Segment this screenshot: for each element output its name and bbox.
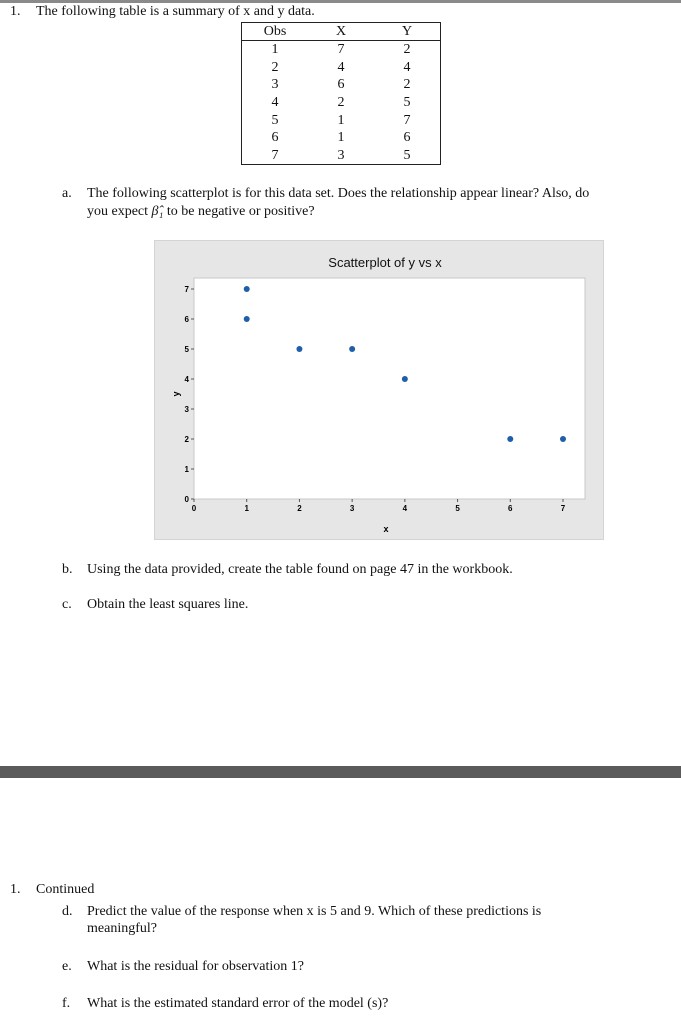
x-tick-label: 6 xyxy=(508,504,513,513)
cell-x: 2 xyxy=(337,95,345,111)
y-tick-label: 0 xyxy=(185,495,190,504)
question-text: The following scatterplot is for this da… xyxy=(87,186,590,201)
table-row: 2 4 4 xyxy=(242,59,441,77)
question-text: you expect β̂₁ to be negative or positiv… xyxy=(87,204,315,220)
data-point xyxy=(296,346,303,352)
question-text: The following table is a summary of x an… xyxy=(36,4,315,19)
top-rule xyxy=(0,0,681,3)
cell-y: 2 xyxy=(403,42,411,58)
cell-y: 7 xyxy=(403,112,411,128)
question-label: c. xyxy=(62,597,72,612)
y-tick-label: 5 xyxy=(185,345,190,354)
y-tick-label: 6 xyxy=(185,315,190,324)
cell-obs: 2 xyxy=(271,59,279,75)
question-label: a. xyxy=(62,186,72,201)
x-tick-label: 1 xyxy=(244,504,249,513)
y-tick-label: 2 xyxy=(185,435,190,444)
question-text: What is the estimated standard error of … xyxy=(87,996,389,1011)
x-tick-label: 4 xyxy=(403,504,408,513)
cell-y: 4 xyxy=(403,59,411,75)
cell-obs: 3 xyxy=(271,77,279,93)
cell-obs: 7 xyxy=(271,147,279,163)
header-obs: Obs xyxy=(241,22,308,41)
cell-y: 6 xyxy=(403,130,411,146)
cell-x: 1 xyxy=(337,130,345,146)
y-tick-label: 1 xyxy=(185,465,190,474)
cell-obs: 1 xyxy=(271,42,279,58)
data-point xyxy=(243,286,250,292)
table-row: 4 2 5 xyxy=(242,94,441,112)
text: you expect xyxy=(87,204,152,219)
cell-x: 3 xyxy=(337,147,345,163)
table-row: 5 1 7 xyxy=(242,111,441,129)
x-tick-label: 0 xyxy=(192,504,197,513)
page-separator xyxy=(0,766,681,778)
question-text: Continued xyxy=(36,882,95,897)
plot-area xyxy=(193,277,586,500)
table-row: 7 3 5 xyxy=(242,147,441,165)
cell-y: 5 xyxy=(403,147,411,163)
header-x: X xyxy=(308,22,374,41)
x-tick-label: 2 xyxy=(297,504,302,513)
cell-y: 5 xyxy=(403,95,411,111)
y-axis-label: y xyxy=(171,391,181,396)
data-point xyxy=(243,316,250,322)
cell-x: 6 xyxy=(337,77,345,93)
chart-title: Scatterplot of y vs x xyxy=(328,255,442,270)
x-tick-label: 7 xyxy=(561,504,566,513)
question-label: e. xyxy=(62,959,72,974)
question-text: Predict the value of the response when x… xyxy=(87,904,542,919)
header-y: Y xyxy=(374,22,441,41)
cell-x: 4 xyxy=(337,59,345,75)
beta-symbol: β̂₁ xyxy=(151,204,164,219)
data-point xyxy=(401,376,408,382)
question-text: meaningful? xyxy=(87,921,157,936)
y-tick-label: 3 xyxy=(185,405,190,414)
question-text: Using the data provided, create the tabl… xyxy=(87,562,513,577)
y-tick-label: 4 xyxy=(185,375,190,384)
y-tick-label: 7 xyxy=(185,285,190,294)
question-number: 1. xyxy=(10,4,21,19)
cell-y: 2 xyxy=(403,77,411,93)
question-label: d. xyxy=(62,904,73,919)
question-label: f. xyxy=(62,996,71,1011)
x-tick-label: 3 xyxy=(350,504,355,513)
data-point xyxy=(349,346,356,352)
x-tick-label: 5 xyxy=(455,504,460,513)
table-row: 3 6 2 xyxy=(242,76,441,94)
question-number: 1. xyxy=(10,882,21,897)
question-text: Obtain the least squares line. xyxy=(87,597,249,612)
scatterplot: Scatterplot of y vs x x y 0 1 2 3 4 5 6 7 0 1 2 3 4 5… xyxy=(154,240,604,540)
cell-obs: 6 xyxy=(271,130,279,146)
cell-obs: 5 xyxy=(271,112,279,128)
cell-obs: 4 xyxy=(271,95,279,111)
question-label: b. xyxy=(62,562,73,577)
table-header: Obs X Y xyxy=(241,22,441,41)
table-row: 6 1 6 xyxy=(242,129,441,147)
data-point xyxy=(560,436,566,442)
x-axis-label: x xyxy=(383,524,388,534)
table-row: 1 7 2 xyxy=(242,41,441,59)
cell-x: 1 xyxy=(337,112,345,128)
question-text: What is the residual for observation 1? xyxy=(87,959,304,974)
text: to be negative or positive? xyxy=(163,204,315,219)
data-point xyxy=(507,436,514,442)
cell-x: 7 xyxy=(337,42,345,58)
